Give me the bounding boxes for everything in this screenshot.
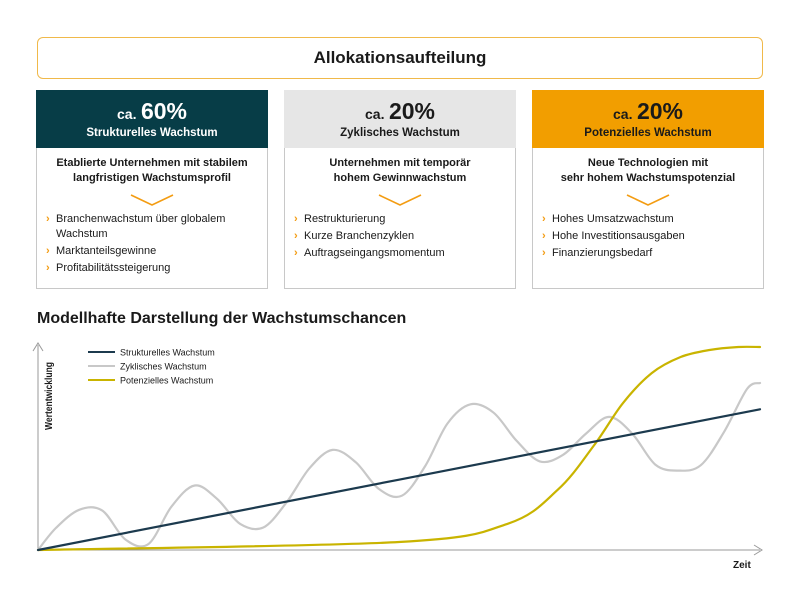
- list-item: › Marktanteilsgewinne: [46, 245, 157, 257]
- column-description: Neue Technologien mit sehr hohem Wachstum…: [560, 157, 736, 184]
- column-heading: Potenzielles Wachstum: [584, 126, 712, 139]
- y-axis-arrow-icon: [32, 342, 44, 352]
- allocation-banner: Allokationsaufteilung: [37, 37, 763, 79]
- column-cyclical: ca. 20% Zyklisches Wachstum Unternehmen …: [284, 90, 516, 289]
- chevron-right-icon: ›: [46, 245, 50, 257]
- percent-prefix: ca.: [117, 105, 137, 122]
- chevron-right-icon: ›: [294, 230, 298, 242]
- series-lines: [36, 345, 762, 552]
- series-line-1: [36, 381, 762, 552]
- column-body: Unternehmen mit temporär hohem Gewinnwach…: [284, 148, 516, 289]
- chevron-right-icon: ›: [46, 213, 50, 225]
- chevron-right-icon: ›: [46, 262, 50, 274]
- chevron-right-icon: ›: [542, 230, 546, 242]
- chevron-down-icon: [130, 194, 174, 206]
- x-axis-arrow-icon: [753, 544, 763, 556]
- list-item: › Branchenwachstum über globalem Wachstum: [46, 213, 226, 240]
- column-header: ca. 20% Zyklisches Wachstum: [284, 90, 516, 148]
- bullet-list: › Restrukturierung › Kurze Branchenzyklen …: [294, 212, 505, 263]
- chevron-right-icon: ›: [294, 213, 298, 225]
- legend-label: Potenzielles Wachstum: [120, 376, 213, 386]
- chart-axes: Wertentwicklung Zeit: [32, 342, 763, 571]
- column-header: ca. 60% Strukturelles Wachstum: [36, 90, 268, 148]
- series-line-2: [36, 345, 762, 552]
- chevron-right-icon: ›: [294, 247, 298, 259]
- percent-prefix: ca.: [365, 105, 385, 122]
- list-item: › Hohes Umsatzwachstum: [542, 213, 674, 225]
- y-axis-label: Wertentwicklung: [44, 362, 55, 430]
- column-description: Unternehmen mit temporär hohem Gewinnwach…: [329, 157, 471, 184]
- bullet-list: › Branchenwachstum über globalem Wachstum…: [46, 212, 257, 278]
- banner-title: Allokationsaufteilung: [313, 48, 487, 67]
- list-item: › Kurze Branchenzyklen: [294, 230, 415, 242]
- list-item: › Restrukturierung: [294, 213, 386, 225]
- legend-label: Zyklisches Wachstum: [120, 362, 207, 372]
- chevron-down-icon: [378, 194, 422, 206]
- bullet-list: › Hohes Umsatzwachstum › Hohe Investitions…: [542, 212, 753, 263]
- chevron-down-icon: [626, 194, 670, 206]
- column-potential: ca. 20% Potenzielles Wachstum Neue Techn…: [532, 90, 764, 289]
- column-description: Etablierte Unternehmen mit stabilem langf…: [56, 157, 248, 184]
- series-line-0: [36, 408, 762, 552]
- x-axis-label: Zeit: [733, 560, 751, 571]
- column-heading: Strukturelles Wachstum: [86, 126, 218, 139]
- list-item: › Finanzierungsbedarf: [542, 247, 653, 259]
- column-heading: Zyklisches Wachstum: [340, 126, 460, 139]
- column-header: ca. 20% Potenzielles Wachstum: [532, 90, 764, 148]
- list-item: › Profitabilitätssteigerung: [46, 262, 171, 274]
- percent-value: 60%: [140, 97, 187, 124]
- percent-value: 20%: [388, 97, 435, 124]
- column-structural: ca. 60% Strukturelles Wachstum Etabliert…: [36, 90, 268, 289]
- chevron-right-icon: ›: [542, 247, 546, 259]
- column-body: Etablierte Unternehmen mit stabilem langf…: [36, 148, 268, 289]
- chart-legend: Strukturelles Wachstum Zyklisches Wachstu…: [88, 348, 215, 386]
- percent-prefix: ca.: [613, 105, 633, 122]
- list-item: › Auftragseingangsmomentum: [294, 247, 445, 259]
- chart-title: Modellhafte Darstellung der Wachstumscha…: [37, 310, 407, 327]
- list-item: › Hohe Investitionsausgaben: [542, 230, 685, 242]
- percent-value: 20%: [636, 97, 683, 124]
- chevron-right-icon: ›: [542, 213, 546, 225]
- legend-label: Strukturelles Wachstum: [120, 348, 215, 358]
- column-body: Neue Technologien mit sehr hohem Wachstum…: [532, 148, 764, 289]
